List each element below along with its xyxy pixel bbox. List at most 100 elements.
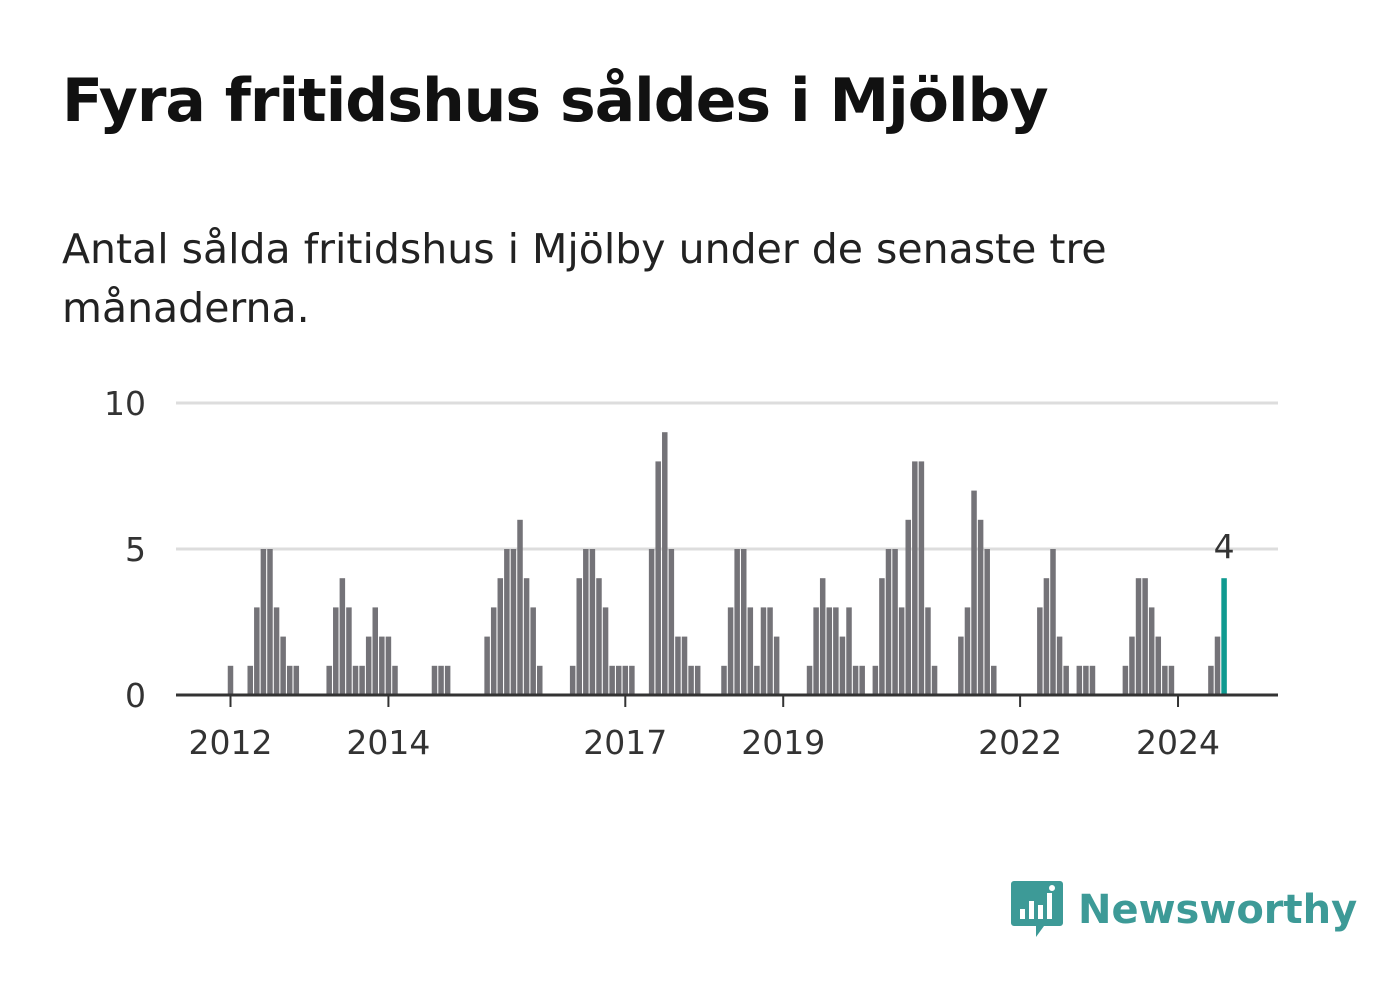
bar	[569, 665, 576, 695]
bar	[510, 549, 517, 695]
bar	[655, 461, 661, 695]
bar	[333, 607, 339, 695]
brand-name: Newsworthy	[1078, 887, 1358, 933]
bar	[892, 549, 898, 695]
bar	[260, 549, 267, 695]
bar	[740, 549, 747, 695]
bar	[694, 665, 701, 695]
chart-bubble-icon	[1011, 881, 1063, 937]
bar	[280, 636, 286, 695]
bar	[991, 665, 997, 695]
bar	[675, 636, 681, 695]
bar	[247, 665, 253, 695]
x-tick-label: 2014	[346, 723, 430, 762]
bar	[977, 519, 984, 695]
bar	[879, 578, 885, 695]
bar	[1148, 607, 1155, 695]
bar	[648, 549, 655, 695]
bar	[747, 607, 754, 695]
chart-title: Fyra fritidshus såldes i Mjölby	[62, 66, 1049, 136]
x-tick-label: 2024	[1136, 723, 1220, 762]
bar	[958, 636, 964, 695]
bar	[267, 549, 273, 695]
bar	[1162, 665, 1168, 695]
bar	[806, 665, 813, 695]
bar	[326, 665, 332, 695]
bar	[852, 665, 859, 695]
bar	[727, 607, 734, 695]
bar	[898, 607, 905, 695]
bar	[372, 607, 379, 695]
bar	[846, 607, 852, 695]
bar	[609, 665, 615, 695]
bar	[589, 549, 596, 695]
bar	[773, 636, 780, 695]
x-tick-label: 2017	[583, 723, 667, 762]
bar	[662, 432, 668, 695]
bar	[504, 549, 510, 695]
bars	[227, 432, 1227, 695]
bar	[497, 578, 504, 695]
newsworthy-logo: Newsworthy	[1010, 878, 1357, 942]
bar	[681, 636, 688, 695]
bar	[885, 549, 892, 695]
bar	[286, 665, 293, 695]
bar	[964, 607, 971, 695]
bar	[1208, 665, 1214, 695]
bar	[1063, 665, 1069, 695]
highlight-value-label: 4	[1214, 527, 1235, 566]
bar	[293, 665, 300, 695]
y-tick-label: 10	[104, 384, 146, 423]
bar	[530, 607, 536, 695]
bar	[1056, 636, 1063, 695]
bar	[379, 636, 385, 695]
bar	[1043, 578, 1050, 695]
bar	[438, 665, 444, 695]
bar	[1089, 665, 1096, 695]
bar	[227, 665, 234, 695]
chart-subtitle: Antal sålda fritidshus i Mjölby under de…	[62, 225, 1107, 332]
bar	[629, 665, 635, 695]
x-tick-label: 2022	[978, 723, 1062, 762]
bar	[905, 519, 911, 695]
bar	[1076, 665, 1083, 695]
bar	[517, 519, 523, 695]
bar	[490, 607, 497, 695]
bar	[767, 607, 773, 695]
bar	[523, 578, 530, 695]
x-tick-label: 2012	[189, 723, 273, 762]
x-axis-ticks: 2012 2014 2017 2019 2022 2024	[189, 695, 1220, 762]
bar	[1122, 665, 1129, 695]
bar	[931, 665, 938, 695]
bar	[1142, 578, 1148, 695]
bar	[984, 549, 990, 695]
bar	[668, 549, 675, 695]
bar	[1135, 578, 1142, 695]
bar	[359, 665, 365, 695]
bar	[918, 461, 925, 695]
bar	[537, 665, 543, 695]
bar	[1214, 636, 1221, 695]
bar	[431, 665, 438, 695]
bar	[254, 607, 260, 695]
bar	[1050, 549, 1056, 695]
bar	[912, 461, 918, 695]
bar	[346, 607, 352, 695]
bar	[833, 607, 839, 695]
bar	[352, 665, 359, 695]
bar	[602, 607, 609, 695]
bar	[839, 636, 846, 695]
bar	[484, 636, 490, 695]
bar	[1083, 665, 1089, 695]
y-tick-label: 0	[125, 676, 146, 715]
bar	[385, 636, 392, 695]
bar	[1155, 636, 1162, 695]
bar	[721, 665, 727, 695]
x-tick-label: 2019	[741, 723, 825, 762]
bar	[819, 578, 826, 695]
bar	[925, 607, 931, 695]
bar	[596, 578, 602, 695]
bar	[760, 607, 767, 695]
bar	[444, 665, 451, 695]
bar	[583, 549, 589, 695]
